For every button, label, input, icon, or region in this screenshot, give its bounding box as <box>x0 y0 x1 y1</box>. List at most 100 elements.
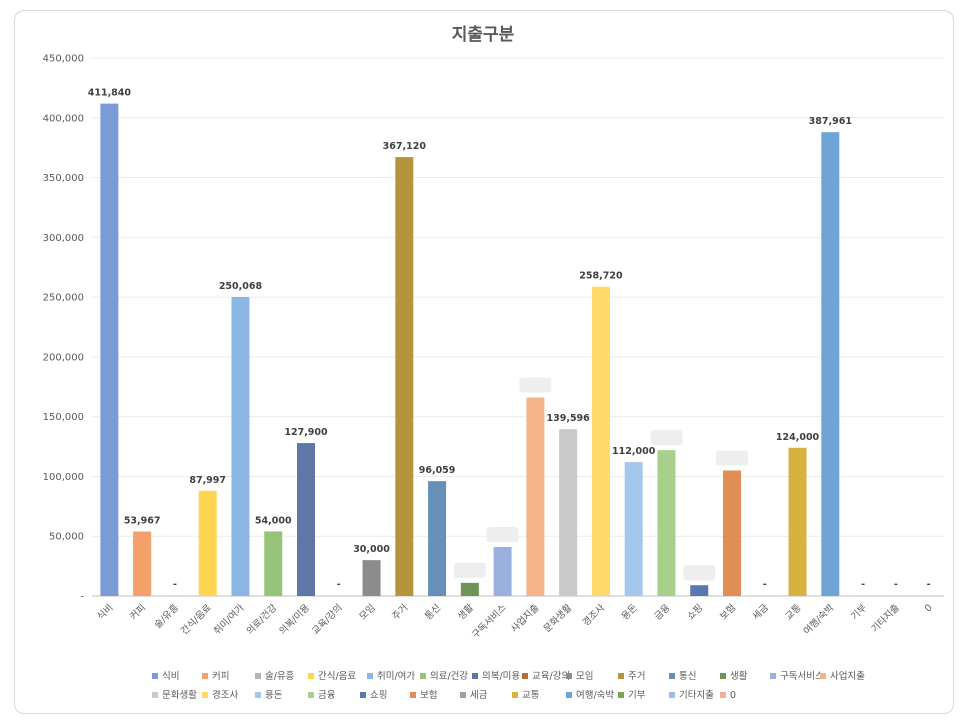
x-tick-label: 용돈 <box>620 602 640 622</box>
data-label: 96,059 <box>419 465 456 476</box>
data-label: 87,997 <box>189 475 226 486</box>
legend-swatch <box>618 673 624 679</box>
bar-용돈 <box>624 462 643 596</box>
x-tick-label: 교육/강의 <box>310 602 345 637</box>
redacted-data-label <box>486 526 519 542</box>
y-tick-label: 100,000 <box>43 472 84 483</box>
redacted-data-label <box>650 430 683 446</box>
legend-swatch <box>202 692 208 698</box>
legend-swatch <box>512 692 518 698</box>
bar-커피 <box>133 531 152 596</box>
x-tick-label: 모임 <box>357 602 378 623</box>
data-label: 258,720 <box>579 271 623 282</box>
legend-swatch <box>152 692 158 698</box>
data-label: 127,900 <box>284 427 328 438</box>
bar-의료/건강 <box>264 531 283 596</box>
legend-label: 교육/강의 <box>532 671 570 682</box>
legend-swatch <box>669 692 675 698</box>
chart-title: 지출구분 <box>451 25 515 45</box>
legend-swatch <box>770 673 776 679</box>
legend-swatch <box>472 673 478 679</box>
data-label: 124,000 <box>776 432 820 443</box>
chart-card <box>14 10 954 714</box>
data-label: 112,000 <box>612 446 656 457</box>
data-label: - <box>173 579 177 590</box>
legend-swatch <box>255 673 261 679</box>
y-tick-label: 250,000 <box>43 293 84 304</box>
data-label: - <box>763 579 767 590</box>
x-tick-label: 주거 <box>390 602 410 622</box>
bar-구독서비스 <box>493 546 512 596</box>
legend-swatch <box>410 692 416 698</box>
legend-swatch <box>360 692 366 698</box>
x-tick-label: 교통 <box>784 602 804 622</box>
legend-swatch <box>720 692 726 698</box>
bar-교통 <box>788 447 807 596</box>
y-tick-label: - <box>80 592 84 603</box>
x-tick-label: 식비 <box>95 602 115 622</box>
redacted-data-label <box>519 377 552 393</box>
bar-간식/음료 <box>198 490 217 596</box>
legend-swatch <box>152 673 158 679</box>
bar-경조사 <box>591 286 610 596</box>
legend-swatch <box>566 673 572 679</box>
data-label: 53,967 <box>124 515 161 526</box>
legend-label: 기타지출 <box>679 690 714 701</box>
redacted-data-label <box>716 450 748 466</box>
legend-label: 통신 <box>679 671 696 682</box>
legend-label: 용돈 <box>265 690 283 701</box>
legend-label: 생활 <box>730 670 748 682</box>
x-tick-label: 여행/숙박 <box>801 601 837 637</box>
x-tick-label: 기타지출 <box>869 602 902 635</box>
x-tick-label: 구독서비스 <box>470 602 509 641</box>
legend-swatch <box>367 673 373 679</box>
data-label: 54,000 <box>255 515 292 526</box>
y-tick-label: 400,000 <box>43 113 84 124</box>
legend-label: 구독서비스 <box>780 671 824 682</box>
x-tick-label: 의료/건강 <box>245 602 280 637</box>
legend-label: 의복/미용 <box>482 671 520 682</box>
x-tick-label: 문화생활 <box>541 601 574 634</box>
legend-label: 모임 <box>576 670 593 682</box>
legend-label: 기부 <box>628 690 646 701</box>
legend-label: 간식/음료 <box>318 671 356 682</box>
x-tick-label: 사업지출 <box>508 601 541 634</box>
y-tick-label: 450,000 <box>43 54 84 65</box>
legend-swatch <box>522 673 528 679</box>
legend-swatch <box>566 692 572 698</box>
legend-label: 커피 <box>212 671 229 682</box>
legend-label: 주거 <box>628 671 645 682</box>
legend-label: 쇼핑 <box>370 690 387 701</box>
data-label: - <box>337 579 341 590</box>
bar-사업지출 <box>526 397 545 596</box>
legend-label: 문화생활 <box>162 689 197 701</box>
y-tick-label: 50,000 <box>49 532 84 543</box>
bar-모임 <box>362 560 381 596</box>
bar-쇼핑 <box>690 585 709 596</box>
bar-식비 <box>100 103 119 596</box>
legend-label: 세금 <box>470 690 488 701</box>
x-tick-label: 기부 <box>849 602 869 622</box>
legend-swatch <box>720 673 726 679</box>
y-tick-label: 350,000 <box>43 173 84 184</box>
x-tick-label: 세금 <box>751 602 771 622</box>
legend-label: 의료/건강 <box>430 671 468 682</box>
legend-label: 사업지출 <box>830 670 865 682</box>
data-label: 250,068 <box>219 281 263 292</box>
x-tick-label: 0 <box>923 602 935 614</box>
data-label: 367,120 <box>383 141 427 152</box>
x-tick-label: 취미/여가 <box>211 601 247 637</box>
y-tick-label: 200,000 <box>43 352 84 363</box>
legend-swatch <box>618 692 624 698</box>
x-tick-label: 의복/미용 <box>277 602 312 637</box>
legend-swatch <box>202 673 208 679</box>
x-tick-label: 술/유흥 <box>152 601 181 630</box>
redacted-data-label <box>683 565 716 581</box>
bar-여행/숙박 <box>821 132 840 596</box>
data-label: 387,961 <box>809 116 852 127</box>
bar-취미/여가 <box>231 297 250 596</box>
x-tick-label: 보험 <box>718 602 738 622</box>
legend-swatch <box>420 673 426 679</box>
data-label: - <box>861 579 865 590</box>
